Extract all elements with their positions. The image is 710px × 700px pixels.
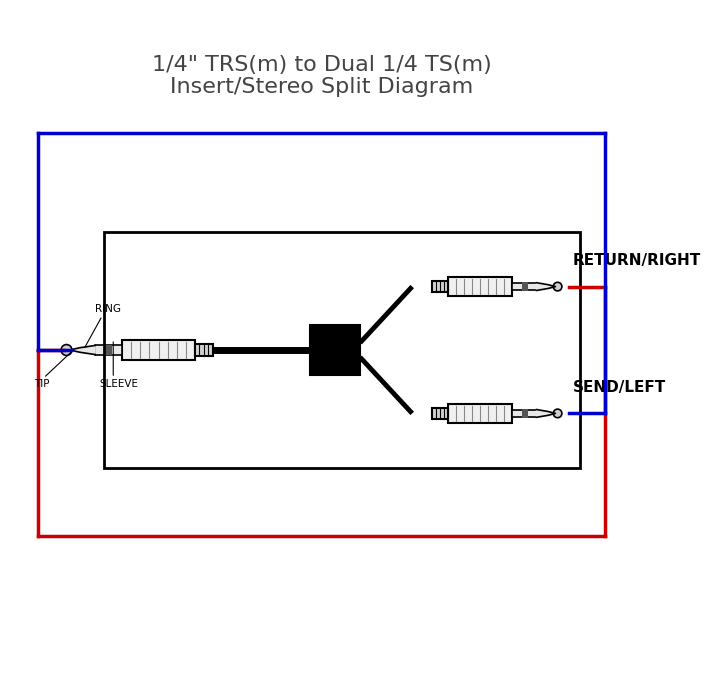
- Bar: [122, 340, 195, 360]
- Polygon shape: [537, 283, 555, 290]
- Bar: [95, 346, 122, 354]
- Text: SLEEVE: SLEEVE: [99, 379, 138, 389]
- Text: 1/4" TRS(m) to Dual 1/4 TS(m): 1/4" TRS(m) to Dual 1/4 TS(m): [152, 55, 491, 75]
- Text: SEND/LEFT: SEND/LEFT: [573, 380, 666, 395]
- Polygon shape: [70, 346, 95, 354]
- Bar: [310, 325, 360, 375]
- Bar: [432, 408, 448, 419]
- Bar: [195, 344, 213, 356]
- Bar: [513, 410, 537, 417]
- Bar: [513, 283, 537, 290]
- Circle shape: [61, 344, 72, 356]
- Text: RING: RING: [95, 304, 121, 314]
- Bar: [104, 344, 112, 356]
- Polygon shape: [537, 410, 555, 417]
- Bar: [522, 282, 528, 291]
- Bar: [448, 277, 513, 296]
- Text: RETURN/RIGHT: RETURN/RIGHT: [573, 253, 701, 269]
- Text: Insert/Stereo Split Diagram: Insert/Stereo Split Diagram: [170, 77, 474, 97]
- Circle shape: [553, 282, 562, 291]
- Circle shape: [553, 409, 562, 418]
- Text: TIP: TIP: [34, 379, 50, 389]
- Bar: [448, 404, 513, 423]
- Bar: [432, 281, 448, 292]
- Bar: [522, 409, 528, 418]
- Bar: [104, 232, 580, 468]
